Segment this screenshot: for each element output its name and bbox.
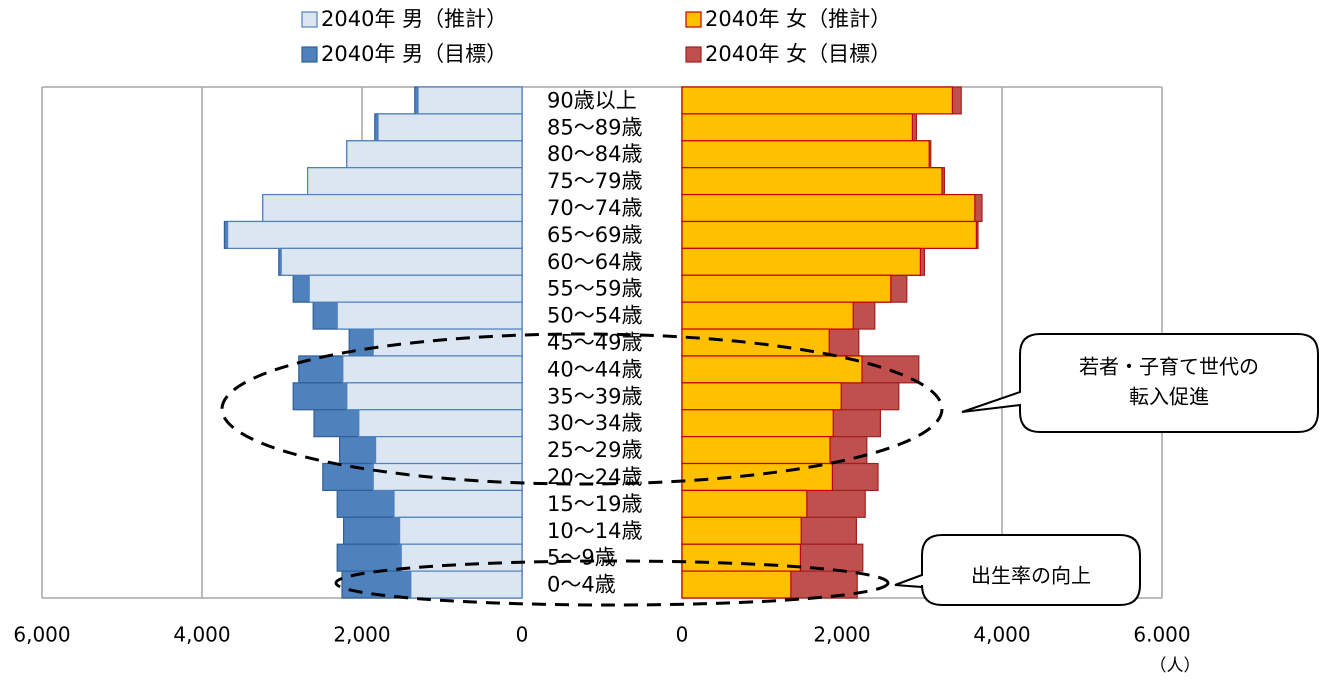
category-label: 0～4歳 (547, 573, 616, 597)
category-label: 60～64歳 (547, 250, 642, 274)
bar (280, 247, 523, 276)
bar (393, 489, 523, 518)
x-tick-label: 4,000 (173, 623, 230, 647)
annotation-text: 転入促進 (1129, 385, 1209, 409)
bar (681, 409, 834, 438)
bar (681, 113, 913, 142)
bar (227, 220, 523, 249)
bar (308, 274, 523, 303)
category-label: 65～69歳 (547, 223, 642, 247)
x-tick-label: 0 (516, 623, 529, 647)
bar (681, 247, 921, 276)
bar (342, 355, 523, 384)
bar (399, 516, 523, 545)
bar (262, 193, 523, 223)
annotation-text: 出生率の向上 (971, 564, 1091, 588)
bar (377, 113, 523, 142)
highlight-ellipse (334, 559, 890, 607)
x-tick-label: 2,000 (813, 623, 870, 647)
category-label: 35～39歳 (547, 384, 642, 408)
legend-swatch (301, 46, 318, 63)
bar (358, 409, 523, 438)
category-label: 30～34歳 (547, 411, 642, 435)
category-label: 20～24歳 (547, 465, 642, 489)
category-label: 75～79歳 (547, 169, 642, 193)
x-tick-label: 6.000 (1133, 623, 1190, 647)
category-label: 15～19歳 (547, 492, 642, 516)
bar (681, 140, 930, 169)
bar (681, 193, 976, 223)
legend-swatch (301, 11, 318, 28)
category-label: 50～54歳 (547, 304, 642, 328)
bar (681, 86, 953, 115)
x-tick-label: 0 (676, 623, 689, 647)
category-label: 70～74歳 (547, 196, 642, 220)
category-label: 25～29歳 (547, 438, 642, 462)
legend-label: 2040年 女（目標） (705, 42, 891, 66)
bar (681, 274, 892, 303)
bar (681, 436, 831, 465)
highlight-ellipse (220, 332, 944, 486)
category-label: 80～84歳 (547, 142, 642, 166)
legend-label: 2040年 女（推計） (705, 7, 891, 31)
bar (375, 436, 523, 465)
bar (681, 462, 833, 492)
legend-swatch (685, 46, 702, 63)
bar (681, 489, 808, 518)
category-label: 10～14歳 (547, 519, 642, 543)
legend-label: 2040年 男（目標） (321, 42, 507, 66)
unit-label: （人） (1150, 656, 1201, 676)
bar (417, 86, 523, 115)
bar (681, 355, 863, 384)
bar (336, 301, 523, 330)
category-label: 5～9歳 (547, 546, 616, 570)
callout-box (961, 333, 1319, 433)
x-tick-label: 6,000 (13, 623, 70, 647)
annotation-text: 若者・子育て世代の (1079, 355, 1259, 379)
category-label: 55～59歳 (547, 277, 642, 301)
category-label: 40～44歳 (547, 357, 642, 381)
category-label: 90歳以上 (547, 88, 637, 112)
legend-label: 2040年 男（推計） (321, 7, 507, 31)
bar (372, 328, 523, 357)
bar (681, 220, 977, 249)
x-tick-label: 4,000 (973, 623, 1030, 647)
bar (681, 543, 802, 572)
x-tick-label: 2,000 (333, 623, 390, 647)
bar (346, 140, 523, 169)
legend-swatch (685, 11, 702, 28)
bar (681, 301, 854, 330)
bar (681, 516, 802, 545)
category-label: 85～89歳 (547, 115, 642, 139)
bar (307, 167, 523, 196)
bar (681, 167, 943, 196)
bar (410, 570, 523, 599)
bar (681, 570, 792, 599)
callout-box (894, 534, 1141, 606)
bar (346, 382, 523, 411)
bar (681, 382, 842, 411)
bar (372, 462, 523, 492)
